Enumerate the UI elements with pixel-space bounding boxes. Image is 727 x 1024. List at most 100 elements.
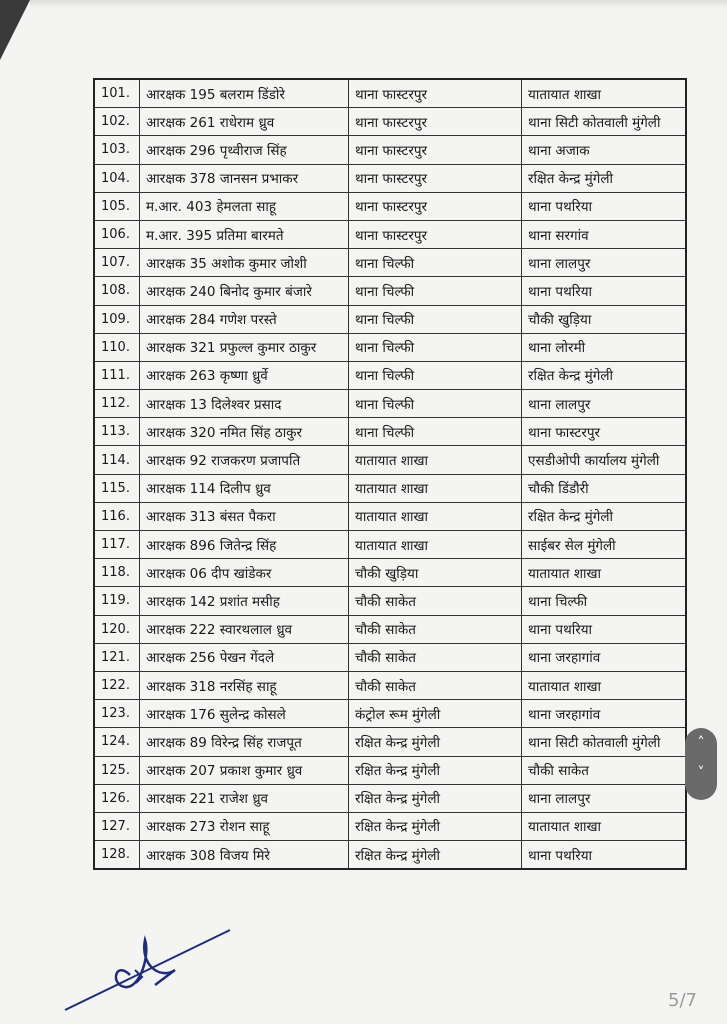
current-posting-cell: रक्षित केन्द्र मुंगेली <box>348 811 522 842</box>
serial-number-cell: 102. <box>93 107 140 137</box>
serial-number-cell: 109. <box>93 304 140 334</box>
current-posting-cell: रक्षित केन्द्र मुंगेली <box>348 840 522 870</box>
new-posting-cell: थाना चिल्फी <box>521 586 687 616</box>
employee-name-cell: आरक्षक 273 रोशन साहू <box>139 811 349 842</box>
current-posting-cell: थाना चिल्फी <box>348 276 522 306</box>
serial-number-cell: 126. <box>93 783 140 813</box>
new-posting-cell: यातायात शाखा <box>521 78 687 109</box>
new-posting-cell: एसडीओपी कार्यालय मुंगेली <box>521 445 687 475</box>
table-row: 106. म.आर. 395 प्रतिमा बारमते थाना फास्टरप… <box>93 219 687 250</box>
current-posting-cell: थाना फास्टरपुर <box>348 163 522 193</box>
serial-number-cell: 108. <box>93 276 140 306</box>
employee-name-cell: आरक्षक 321 प्रफुल्ल कुमार ठाकुर <box>139 332 349 362</box>
chevron-up-icon[interactable]: ˄ <box>697 735 705 751</box>
employee-name-cell: आरक्षक 313 बंसत पैकरा <box>139 501 349 532</box>
new-posting-cell: थाना पथरिया <box>521 191 687 221</box>
table-row: 112. आरक्षक 13 दिलेश्वर प्रसाद थाना चिल्फी… <box>93 389 687 419</box>
employee-name-cell: म.आर. 403 हेमलता साहू <box>139 191 349 221</box>
employee-name-cell: आरक्षक 222 स्वारथलाल ध्रुव <box>139 614 349 644</box>
current-posting-cell: थाना फास्टरपुर <box>348 78 522 109</box>
new-posting-cell: चौकी साकेत <box>521 755 687 785</box>
employee-name-cell: आरक्षक 13 दिलेश्वर प्रसाद <box>139 389 349 419</box>
current-posting-cell: थाना फास्टरपुर <box>348 219 522 250</box>
table-row: 104. आरक्षक 378 जानसन प्रभाकर थाना फास्टरप… <box>93 163 687 193</box>
table-row: 116. आरक्षक 313 बंसत पैकरा यातायात शाखा रक्… <box>93 501 687 532</box>
table-row: 105. म.आर. 403 हेमलता साहू थाना फास्टरपुर थ… <box>93 191 687 221</box>
current-posting-cell: थाना चिल्फी <box>348 332 522 362</box>
photo-corner-shadow <box>0 0 30 60</box>
employee-name-cell: आरक्षक 296 पृथ्वीराज सिंह <box>139 135 349 165</box>
employee-name-cell: आरक्षक 114 दिलीप ध्रुव <box>139 473 349 503</box>
table-row: 128. आरक्षक 308 विजय मिरे रक्षित केन्द्र म… <box>93 840 687 870</box>
table-row: 111. आरक्षक 263 कृष्णा ध्रुर्वे थाना चिल्फ… <box>93 360 687 391</box>
employee-name-cell: आरक्षक 06 दीप खांडेकर <box>139 558 349 588</box>
current-posting-cell: रक्षित केन्द्र मुंगेली <box>348 783 522 813</box>
current-posting-cell: चौकी साकेत <box>348 586 522 616</box>
current-posting-cell: थाना चिल्फी <box>348 304 522 334</box>
table-row: 126. आरक्षक 221 राजेश ध्रुव रक्षित केन्द्र… <box>93 783 687 813</box>
serial-number-cell: 115. <box>93 473 140 503</box>
serial-number-cell: 107. <box>93 248 140 278</box>
page-scroll-control[interactable]: ˄ ˅ <box>685 728 717 800</box>
serial-number-cell: 103. <box>93 135 140 165</box>
new-posting-cell: साईबर सेल मुंगेली <box>521 529 687 560</box>
chevron-down-icon[interactable]: ˅ <box>697 765 705 781</box>
current-posting-cell: यातायात शाखा <box>348 445 522 475</box>
serial-number-cell: 111. <box>93 360 140 391</box>
employee-name-cell: आरक्षक 221 राजेश ध्रुव <box>139 783 349 813</box>
employee-name-cell: आरक्षक 142 प्रशांत मसीह <box>139 586 349 616</box>
serial-number-cell: 112. <box>93 389 140 419</box>
new-posting-cell: यातायात शाखा <box>521 670 687 701</box>
employee-name-cell: आरक्षक 263 कृष्णा ध्रुर्वे <box>139 360 349 391</box>
table-row: 124. आरक्षक 89 विरेन्द्र सिंह राजपूत रक्षि… <box>93 727 687 757</box>
serial-number-cell: 128. <box>93 840 140 870</box>
new-posting-cell: थाना लालपुर <box>521 248 687 278</box>
current-posting-cell: थाना चिल्फी <box>348 417 522 447</box>
table-row: 108. आरक्षक 240 बिनोद कुमार बंजारे थाना चि… <box>93 276 687 306</box>
table-row: 102. आरक्षक 261 राधेराम ध्रुव थाना फास्टरप… <box>93 107 687 137</box>
current-posting-cell: थाना चिल्फी <box>348 248 522 278</box>
table-row: 120. आरक्षक 222 स्वारथलाल ध्रुव चौकी साकेत… <box>93 614 687 644</box>
employee-name-cell: आरक्षक 195 बलराम डिंडोरे <box>139 78 349 109</box>
new-posting-cell: यातायात शाखा <box>521 811 687 842</box>
new-posting-cell: थाना फास्टरपुर <box>521 417 687 447</box>
current-posting-cell: रक्षित केन्द्र मुंगेली <box>348 727 522 757</box>
serial-number-cell: 120. <box>93 614 140 644</box>
employee-name-cell: आरक्षक 308 विजय मिरे <box>139 840 349 870</box>
table-row: 115. आरक्षक 114 दिलीप ध्रुव यातायात शाखा चौ… <box>93 473 687 503</box>
employee-name-cell: आरक्षक 320 नमित सिंह ठाकुर <box>139 417 349 447</box>
current-posting-cell: चौकी साकेत <box>348 642 522 672</box>
employee-name-cell: आरक्षक 378 जानसन प्रभाकर <box>139 163 349 193</box>
table-row: 107. आरक्षक 35 अशोक कुमार जोशी थाना चिल्फी… <box>93 248 687 278</box>
current-posting-cell: रक्षित केन्द्र मुंगेली <box>348 755 522 785</box>
transfer-list-table: 101. आरक्षक 195 बलराम डिंडोरे थाना फास्टरप… <box>93 78 687 871</box>
employee-name-cell: आरक्षक 92 राजकरण प्रजापति <box>139 445 349 475</box>
new-posting-cell: थाना पथरिया <box>521 614 687 644</box>
employee-name-cell: आरक्षक 284 गणेश परस्ते <box>139 304 349 334</box>
new-posting-cell: थाना सिटी कोतवाली मुंगेली <box>521 107 687 137</box>
serial-number-cell: 119. <box>93 586 140 616</box>
table-row: 103. आरक्षक 296 पृथ्वीराज सिंह थाना फास्टर… <box>93 135 687 165</box>
serial-number-cell: 110. <box>93 332 140 362</box>
new-posting-cell: थाना सिटी कोतवाली मुंगेली <box>521 727 687 757</box>
employee-name-cell: आरक्षक 35 अशोक कुमार जोशी <box>139 248 349 278</box>
serial-number-cell: 123. <box>93 699 140 729</box>
serial-number-cell: 116. <box>93 501 140 532</box>
table-row: 110. आरक्षक 321 प्रफुल्ल कुमार ठाकुर थाना … <box>93 332 687 362</box>
current-posting-cell: थाना चिल्फी <box>348 360 522 391</box>
employee-name-cell: आरक्षक 261 राधेराम ध्रुव <box>139 107 349 137</box>
current-posting-cell: थाना फास्टरपुर <box>348 107 522 137</box>
table-row: 121. आरक्षक 256 पेखन गेंदले चौकी साकेत थाना… <box>93 642 687 672</box>
page-indicator: 5/7 <box>668 990 697 1011</box>
new-posting-cell: थाना लोरमी <box>521 332 687 362</box>
serial-number-cell: 127. <box>93 811 140 842</box>
serial-number-cell: 114. <box>93 445 140 475</box>
table-row: 109. आरक्षक 284 गणेश परस्ते थाना चिल्फी चौक… <box>93 304 687 334</box>
new-posting-cell: चौकी खुड़िया <box>521 304 687 334</box>
table-row: 125. आरक्षक 207 प्रकाश कुमार ध्रुव रक्षित … <box>93 755 687 785</box>
serial-number-cell: 101. <box>93 78 140 109</box>
page-top-edge <box>30 0 727 8</box>
new-posting-cell: थाना पथरिया <box>521 276 687 306</box>
employee-name-cell: आरक्षक 207 प्रकाश कुमार ध्रुव <box>139 755 349 785</box>
current-posting-cell: थाना फास्टरपुर <box>348 135 522 165</box>
